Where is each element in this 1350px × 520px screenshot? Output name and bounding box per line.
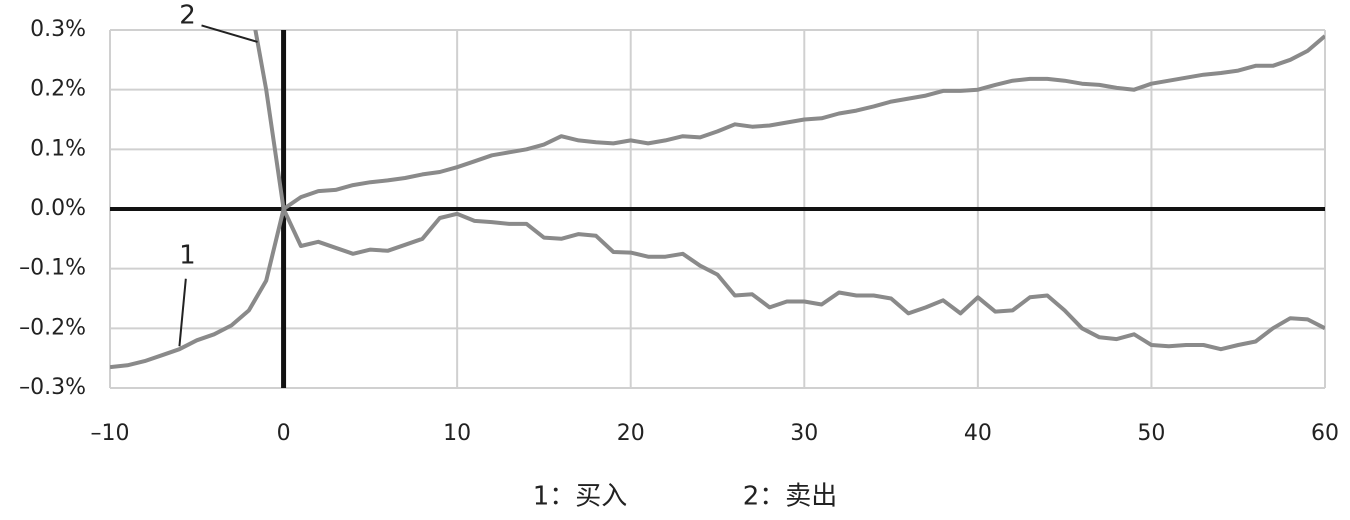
annotation: 1 — [179, 241, 196, 271]
line-series — [253, 30, 1325, 211]
x-tick-label: 30 — [790, 421, 818, 446]
x-tick-label: 60 — [1311, 421, 1339, 446]
plot-area — [110, 30, 1325, 370]
y-tick-label: –0.1% — [19, 256, 86, 281]
x-tick-label: 0 — [277, 421, 291, 446]
annotation-leader — [178, 278, 187, 347]
line-series — [110, 207, 1325, 370]
y-tick-label: –0.3% — [19, 375, 86, 400]
x-tick-label: 40 — [964, 421, 992, 446]
y-tick-label: 0.0% — [30, 196, 86, 221]
annotation: 2 — [179, 0, 196, 30]
y-tick-label: 0.2% — [30, 77, 86, 102]
legend-entry: 1：买入 — [533, 482, 628, 512]
x-tick-label: 10 — [443, 421, 471, 446]
annotation-leader — [201, 24, 258, 43]
y-tick-label: 0.1% — [30, 136, 86, 161]
x-tick-label: 20 — [617, 421, 645, 446]
x-tick-label: 50 — [1137, 421, 1165, 446]
x-tick-label: –10 — [91, 421, 130, 446]
y-tick-label: 0.3% — [30, 17, 86, 42]
y-tick-label: –0.2% — [19, 315, 86, 340]
legend-entry: 2：卖出 — [743, 482, 838, 512]
